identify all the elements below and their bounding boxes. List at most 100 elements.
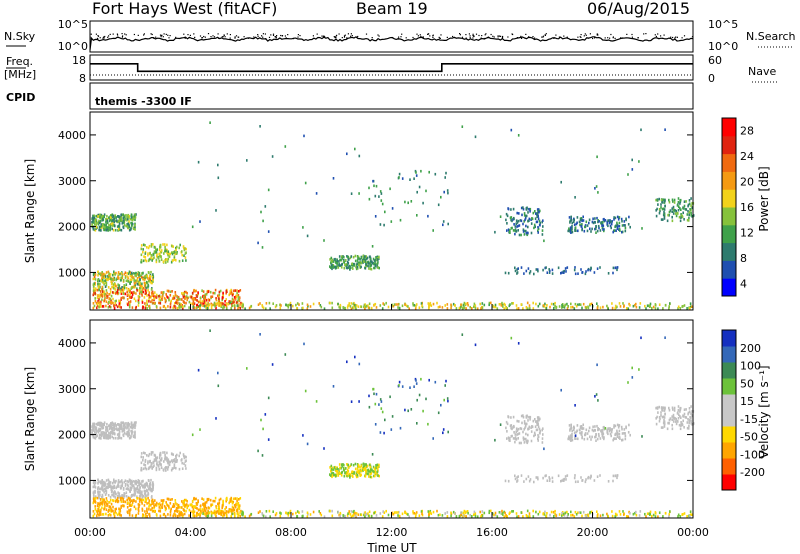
power-cell <box>515 230 518 233</box>
velocity-cell <box>183 503 186 506</box>
velocity-cell <box>545 474 547 477</box>
power-cell <box>374 266 376 270</box>
power-cell <box>138 274 140 277</box>
velocity-cell <box>365 463 367 466</box>
noise-search-dot <box>541 36 543 38</box>
power-cell <box>129 217 132 221</box>
velocity-cell <box>103 507 106 511</box>
power-cell <box>574 302 577 306</box>
noise-search-dot <box>427 33 429 35</box>
power-cell <box>514 229 516 232</box>
power-cell <box>112 218 114 222</box>
velocity-cell <box>668 422 670 425</box>
velocity-cell <box>166 497 169 501</box>
noise-search-dot <box>675 36 677 38</box>
velocity-cell <box>506 437 508 440</box>
power-cell <box>104 224 106 227</box>
velocity-cell <box>178 454 180 458</box>
power-cell <box>176 302 179 305</box>
power-cell <box>220 303 222 307</box>
power-cell <box>680 216 682 219</box>
noise-search-dot <box>213 36 216 38</box>
power-cell <box>659 209 661 213</box>
power-cell <box>152 243 154 246</box>
velocity-cell <box>194 497 196 501</box>
power-cell <box>688 216 690 220</box>
noise-search-dot <box>335 37 337 39</box>
power-cell <box>672 208 675 211</box>
velocity-cell <box>123 492 125 495</box>
velocity-cell <box>320 513 323 517</box>
power-cell <box>624 224 626 227</box>
power-cell <box>98 305 100 309</box>
velocity-cell <box>625 426 627 430</box>
noise-search-dot <box>438 36 440 38</box>
power-cell <box>681 215 684 219</box>
velocity-cell <box>680 416 682 419</box>
velocity-cell <box>504 479 507 483</box>
power-cell <box>118 222 121 225</box>
velocity-cell <box>474 514 477 518</box>
velocity-cell <box>428 378 430 382</box>
velocity-cell <box>358 465 360 468</box>
velocity-cell <box>562 512 565 516</box>
power-cell <box>614 304 617 308</box>
noise-search-dot <box>662 37 664 39</box>
power-cell <box>175 246 177 250</box>
noise-search-dot <box>223 34 225 36</box>
noise-search-dot <box>626 33 628 35</box>
velocity-cell <box>525 514 528 517</box>
velocity-cell <box>226 515 228 518</box>
power-cell <box>474 304 477 307</box>
velocity-cell <box>185 503 188 506</box>
velocity-cell <box>364 515 366 519</box>
power-cell <box>530 231 533 235</box>
power-cell <box>171 290 173 293</box>
power-cell <box>595 185 598 188</box>
power-cell <box>196 295 198 298</box>
velocity-cell <box>374 471 377 475</box>
velocity-cell <box>171 459 173 462</box>
power-cell <box>570 215 572 219</box>
velocity-cell <box>459 514 462 517</box>
power-cell <box>611 302 613 305</box>
power-cell <box>138 295 141 299</box>
power-cell <box>523 212 526 215</box>
velocity-cell <box>134 491 136 495</box>
velocity-cell <box>515 430 517 433</box>
velocity-cell <box>614 515 616 518</box>
power-cell <box>373 303 376 307</box>
power-cell <box>109 224 112 227</box>
noise-search-dot <box>160 36 162 38</box>
power-cell <box>112 215 114 219</box>
velocity-cell <box>616 513 618 517</box>
velocity-cell <box>669 510 671 513</box>
velocity-cell <box>537 434 539 437</box>
noise-search-dot <box>272 34 275 36</box>
velocity-cell <box>561 511 563 515</box>
power-cell <box>172 245 174 248</box>
velocity-cell <box>347 512 349 515</box>
velocity-cell <box>232 497 235 501</box>
velocity-cell <box>586 437 589 441</box>
power-cell <box>527 225 529 229</box>
power-cell <box>515 219 518 222</box>
velocity-cell <box>592 425 594 429</box>
power-cell <box>528 304 531 307</box>
velocity-cell <box>301 510 304 513</box>
velocity-cell <box>575 430 578 434</box>
velocity-cell <box>151 467 153 470</box>
power-cell <box>130 216 133 219</box>
power-cell <box>571 305 574 309</box>
velocity-cell <box>520 511 523 514</box>
velocity-cell <box>136 481 139 484</box>
power-cell <box>397 303 399 306</box>
power-cell <box>130 287 133 290</box>
velocity-cell <box>523 422 526 425</box>
power-cell <box>147 253 149 257</box>
velocity-cell <box>94 430 96 434</box>
velocity-cell <box>350 515 353 519</box>
velocity-cell <box>146 509 148 513</box>
power-cell <box>237 293 240 297</box>
velocity-cell <box>197 513 200 516</box>
